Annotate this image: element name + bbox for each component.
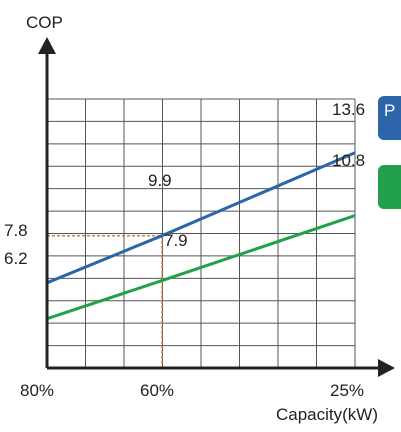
data-label: 9.9 (148, 171, 172, 190)
chart-grid (46, 98, 356, 369)
x-tick-label: 80% (20, 381, 54, 400)
legend-swatch-green (378, 165, 401, 209)
x-axis-arrow (378, 359, 395, 377)
y-axis-title: COP (26, 13, 63, 32)
series-line-green (46, 214, 356, 321)
data-label: 7.8 (4, 221, 28, 240)
series-line-blue (46, 151, 356, 285)
data-label: 6.2 (4, 249, 28, 268)
legend: P (378, 96, 401, 209)
reference-lines (47, 234, 163, 368)
data-label: 13.6 (332, 100, 365, 119)
data-label: 7.9 (164, 231, 188, 250)
x-tick-label: 25% (330, 381, 364, 400)
y-axis-arrow (38, 37, 56, 54)
data-label: 10.8 (332, 151, 365, 170)
legend-label: P (384, 101, 395, 120)
x-axis-title: Capacity(kW) (276, 405, 378, 424)
legend-swatch-blue (378, 96, 401, 140)
series-lines (46, 151, 356, 321)
x-tick-label: 60% (140, 381, 174, 400)
